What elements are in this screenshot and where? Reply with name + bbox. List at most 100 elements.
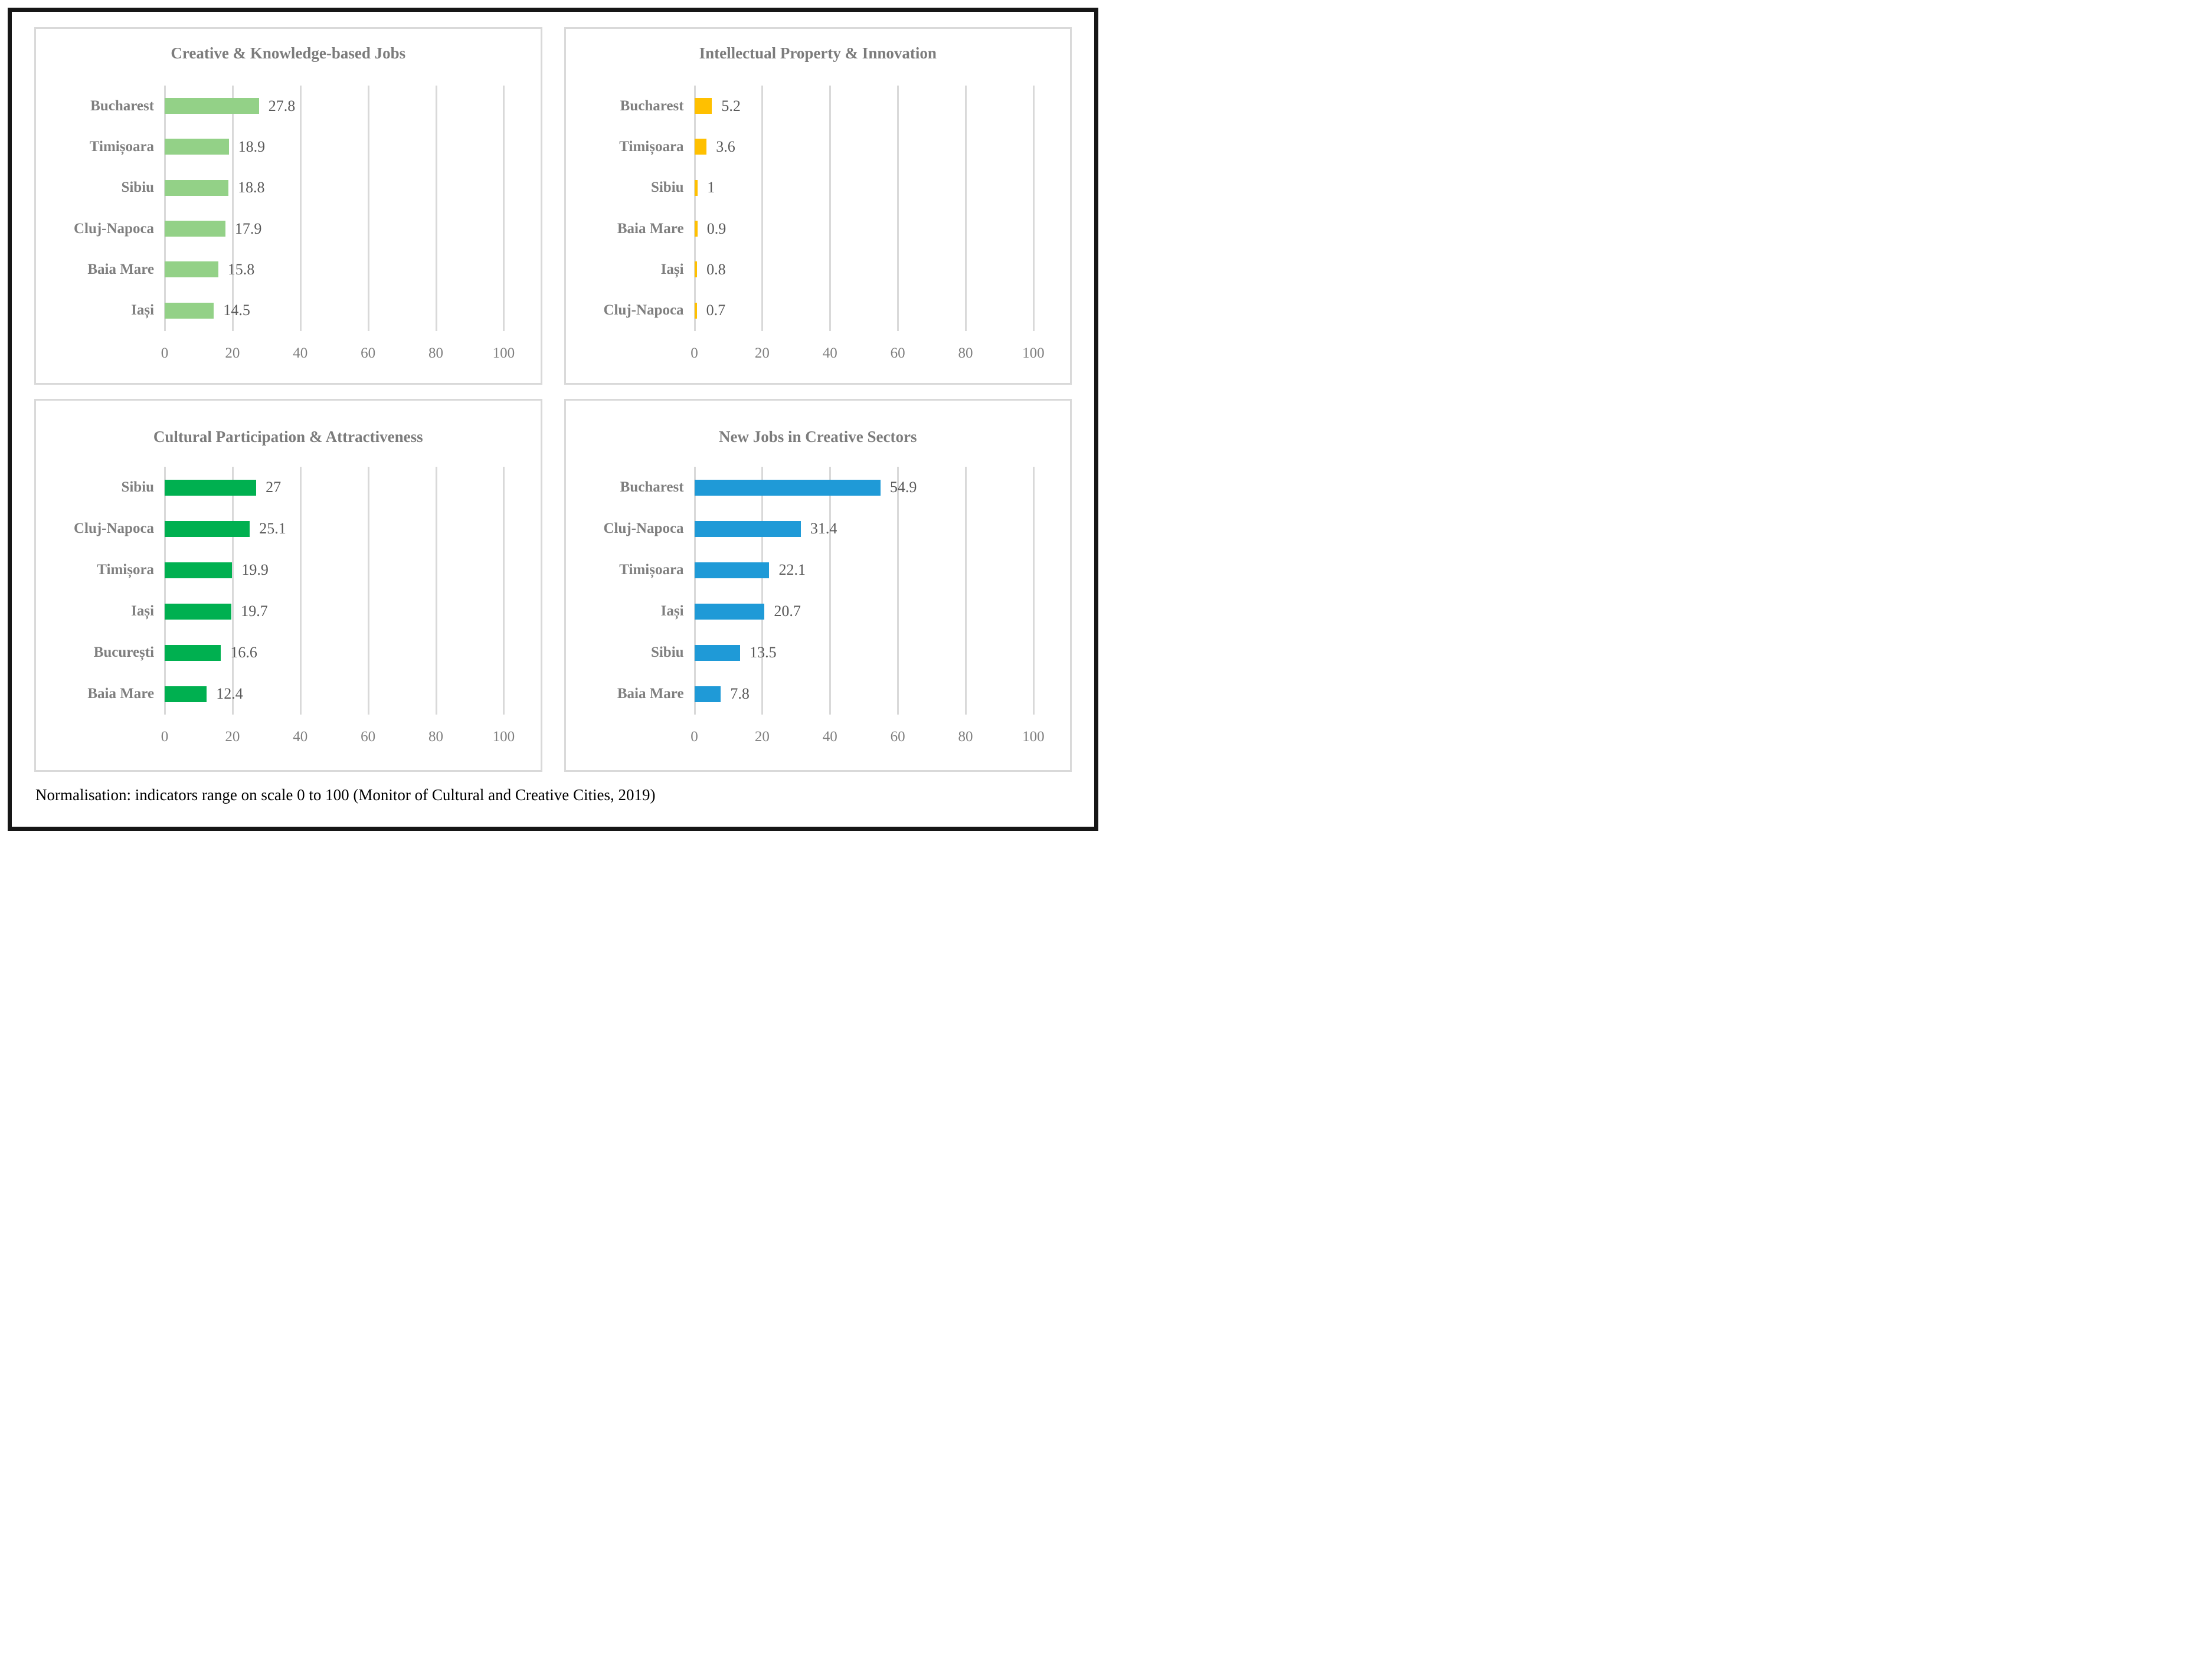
chart-title: Intellectual Property & Innovation — [699, 44, 937, 62]
bar-row: Cluj-Napoca 0.7 — [576, 290, 1060, 331]
bar-row: Iași 0.8 — [576, 249, 1060, 290]
bar-row: Cluj-Napoca 17.9 — [46, 208, 530, 249]
axis-tick-label: 60 — [890, 345, 905, 361]
bar-row: Sibiu 1 — [576, 168, 1060, 208]
gridline — [435, 467, 437, 715]
value-label: 17.9 — [234, 220, 262, 237]
axis-tick-label: 80 — [428, 729, 443, 745]
bar — [694, 603, 765, 620]
chart-plot-area: Sibiu 27 Cluj-Napoca 25.1 Timișora 19.9 Iași 19… — [46, 467, 530, 745]
gridline — [965, 467, 967, 715]
value-label: 18.8 — [238, 179, 265, 196]
value-label: 1 — [707, 179, 715, 196]
bar-track: 7.8 — [694, 673, 1048, 715]
bar-track: 1 — [694, 168, 1048, 208]
axis-tick-label: 0 — [161, 729, 169, 745]
value-label: 13.5 — [750, 644, 777, 661]
value-label: 5.2 — [721, 97, 741, 114]
gridline — [965, 86, 967, 331]
gridline — [693, 467, 696, 715]
axis-ticks: 0 20 40 60 80 100 — [691, 729, 1048, 749]
axis-tick-label: 40 — [822, 345, 837, 361]
bar-track: 27.8 — [165, 86, 518, 126]
gridlines — [164, 86, 518, 331]
bar — [165, 302, 214, 319]
chart-title: Creative & Knowledge-based Jobs — [171, 44, 406, 62]
value-label: 31.4 — [810, 520, 837, 537]
category-label: Sibiu — [121, 479, 155, 495]
bar-row: Iași 14.5 — [46, 290, 530, 331]
bar-row: Baia Mare 12.4 — [46, 673, 530, 715]
bar-track: 22.1 — [694, 549, 1048, 591]
charts-grid: Creative & Knowledge-based Jobs Buchares… — [34, 27, 1072, 772]
bar-track: 54.9 — [694, 467, 1048, 508]
axis-tick-label: 20 — [225, 729, 240, 745]
bar-row: Baia Mare 7.8 — [576, 673, 1060, 715]
value-label: 27.8 — [268, 97, 296, 114]
axis-tick-label: 40 — [293, 729, 308, 745]
bar-row: Cluj-Napoca 25.1 — [46, 508, 530, 549]
gridline — [1032, 467, 1035, 715]
bar-track: 20.7 — [694, 591, 1048, 632]
bar — [165, 261, 218, 278]
bar — [165, 98, 259, 114]
bar-track: 0.9 — [694, 208, 1048, 249]
bar-row: Timișora 19.9 — [46, 549, 530, 591]
value-label: 0.8 — [706, 260, 726, 278]
gridline — [164, 467, 166, 715]
category-label: Baia Mare — [617, 686, 684, 702]
axis-tick-label: 60 — [361, 729, 376, 745]
bar — [694, 686, 721, 702]
value-label: 14.5 — [223, 302, 250, 319]
category-label: Timișoara — [619, 138, 684, 155]
gridline — [503, 467, 505, 715]
axis-tick-label: 20 — [754, 345, 770, 361]
bar — [694, 479, 881, 496]
axis-tick-label: 40 — [293, 345, 308, 361]
bar-rows: Bucharest 27.8 Timișoara 18.9 Sibiu 18.8 Cluj-… — [46, 86, 530, 331]
bar-row: Sibiu 13.5 — [576, 632, 1060, 673]
axis-tick-label: 0 — [161, 345, 169, 361]
gridline — [164, 86, 166, 331]
chart-plot-area: Bucharest 5.2 Timișoara 3.6 Sibiu 1 Baia Mare 0… — [576, 86, 1060, 361]
gridline — [299, 467, 302, 715]
chart-panel-intellectual-property-innovation: Intellectual Property & Innovation Bucha… — [564, 27, 1072, 385]
bar — [694, 644, 741, 661]
bar-track: 25.1 — [165, 508, 518, 549]
category-label: Bucharest — [620, 479, 684, 495]
bar — [694, 562, 770, 578]
source-note: Normalisation: indicators range on scale… — [35, 786, 656, 804]
bar-track: 12.4 — [165, 673, 518, 715]
category-label: Cluj-Napoca — [73, 520, 155, 536]
axis-tick-label: 20 — [754, 729, 770, 745]
bar-row: București 16.6 — [46, 632, 530, 673]
value-label: 22.1 — [778, 561, 806, 578]
value-label: 0.7 — [706, 302, 726, 319]
gridline — [761, 467, 764, 715]
gridline — [231, 86, 234, 331]
category-label: Bucharest — [90, 97, 155, 114]
category-label: Baia Mare — [87, 686, 155, 702]
category-label: Sibiu — [650, 179, 684, 196]
category-label: Cluj-Napoca — [73, 220, 155, 237]
gridline — [367, 467, 369, 715]
category-label: Sibiu — [650, 644, 684, 660]
category-label: Iași — [131, 302, 155, 319]
bar — [694, 98, 712, 114]
bar-track: 13.5 — [694, 632, 1048, 673]
category-label: Iași — [131, 603, 155, 619]
gridline — [829, 467, 832, 715]
bar-track: 3.6 — [694, 126, 1048, 167]
bar-rows: Sibiu 27 Cluj-Napoca 25.1 Timișora 19.9 Iași 19… — [46, 467, 530, 715]
axis-tick-label: 60 — [361, 345, 376, 361]
value-label: 19.7 — [241, 602, 268, 620]
value-label: 7.8 — [730, 685, 750, 702]
bar-track: 18.8 — [165, 168, 518, 208]
bar-rows: Bucharest 54.9 Cluj-Napoca 31.4 Timișoara 22.… — [576, 467, 1060, 715]
bar-row: Sibiu 27 — [46, 467, 530, 508]
bar-row: Iași 20.7 — [576, 591, 1060, 632]
axis-tick-label: 100 — [492, 729, 515, 745]
axis-tick-label: 80 — [958, 345, 973, 361]
gridline — [829, 86, 832, 331]
gridline — [693, 86, 696, 331]
